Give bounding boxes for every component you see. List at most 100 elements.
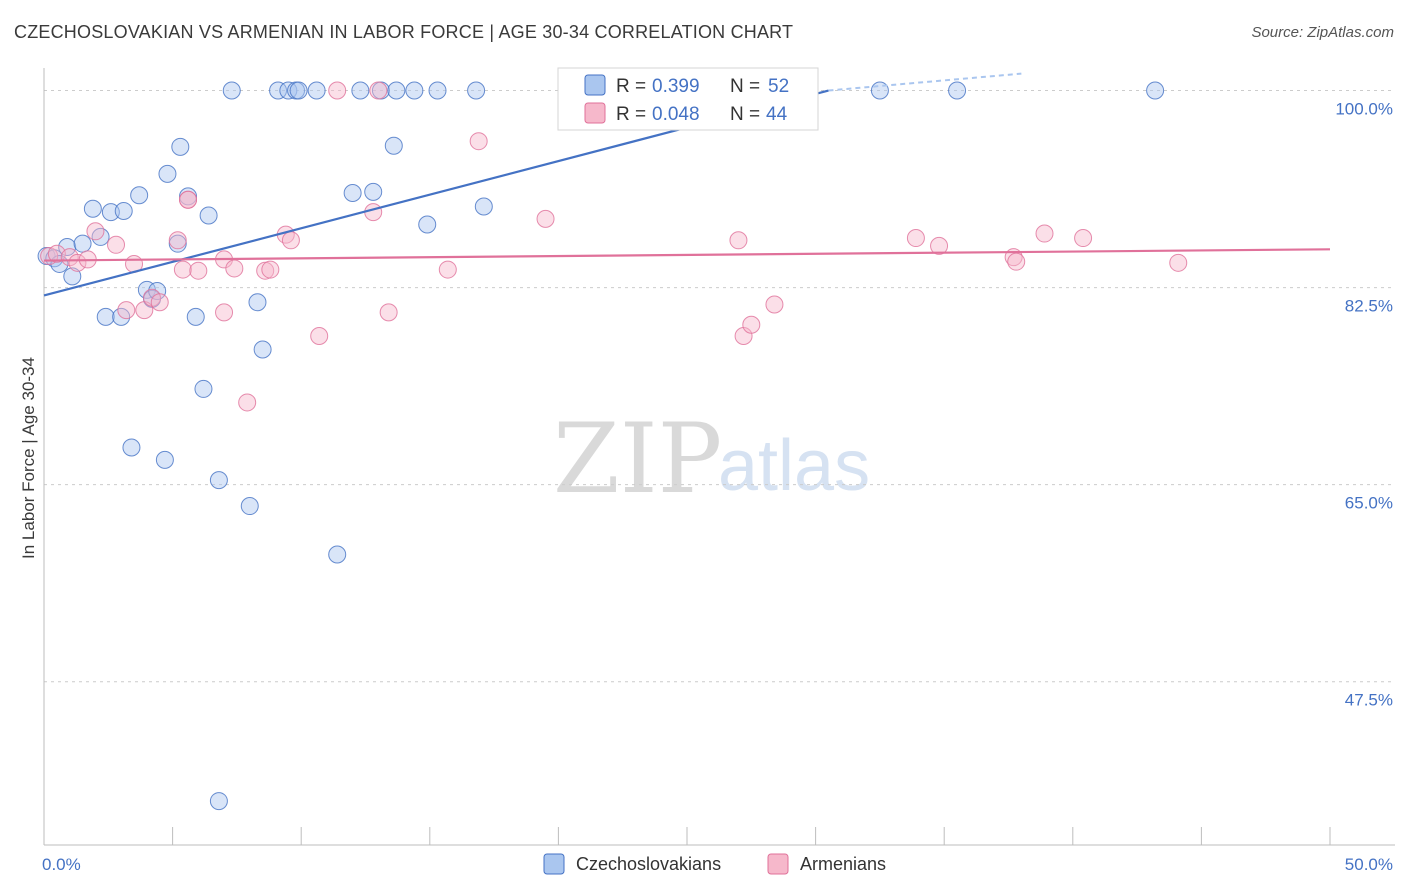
armenian-point-35 — [765, 295, 784, 314]
czechoslovakian-point-35 — [307, 81, 326, 100]
czechoslovakian-point-4 — [63, 267, 82, 286]
armenian-point-7 — [117, 301, 136, 320]
chart-title: CZECHOSLOVAKIAN VS ARMENIAN IN LABOR FOR… — [14, 22, 794, 42]
armenian-point-3 — [68, 253, 87, 272]
czechoslovakian-point-47 — [474, 197, 493, 216]
armenian-point-6 — [107, 235, 126, 254]
legend-n-value-2: 44 — [766, 104, 788, 125]
czechoslovakian-point-29 — [248, 293, 267, 312]
armenian-point-13 — [173, 260, 192, 279]
czechoslovakian-point-46 — [467, 81, 486, 100]
czechoslovakian-point-12 — [122, 438, 141, 457]
legend-n-label-2: N = — [730, 104, 760, 125]
series-armenians — [40, 81, 1188, 412]
czechoslovakian-point-5 — [73, 234, 92, 253]
armenian-point-17 — [215, 303, 234, 322]
bottom-legend-swatch-blue — [543, 853, 565, 875]
czechoslovakian-point-34 — [289, 81, 308, 100]
watermark-atlas: atlas — [718, 426, 870, 506]
y-tick-labels: 100.0% 82.5% 65.0% 47.5% — [1335, 100, 1393, 710]
armenian-point-29 — [438, 260, 457, 279]
czechoslovakian-point-38 — [351, 81, 370, 100]
x-tick-label-0: 0.0% — [42, 855, 81, 874]
armenian-point-32 — [729, 231, 748, 250]
armenian-point-41 — [1074, 229, 1093, 248]
gridlines — [44, 90, 1395, 683]
y-tick-label-1: 82.5% — [1345, 297, 1393, 316]
y-tick-label-2: 65.0% — [1345, 494, 1393, 513]
legend-r-value-2: 0.048 — [652, 104, 700, 125]
armenian-point-28 — [379, 303, 398, 322]
czechoslovakian-point-45 — [428, 81, 447, 100]
czechoslovakian-point-13 — [130, 186, 149, 205]
legend-n-label-1: N = — [730, 76, 760, 97]
legend-r-label-1: R = — [616, 76, 646, 97]
czechoslovakian-point-42 — [387, 81, 406, 100]
czechoslovakian-point-25 — [209, 471, 228, 490]
armenian-point-21 — [261, 260, 280, 279]
czechoslovakian-point-41 — [384, 136, 403, 155]
legend-r-label-2: R = — [616, 104, 646, 125]
armenian-point-42 — [1169, 253, 1188, 272]
armenian-point-43 — [179, 190, 198, 209]
legend-swatch-pink — [584, 102, 606, 124]
armenian-point-37 — [930, 236, 949, 255]
y-axis-label: In Labor Force | Age 30-34 — [19, 357, 38, 559]
czechoslovakian-point-22 — [186, 307, 205, 326]
y-tick-label-3: 47.5% — [1345, 691, 1393, 710]
czechoslovakian-point-24 — [199, 206, 218, 225]
trend-line-czechoslovakians-extension — [828, 72, 1022, 92]
czechoslovakian-point-17 — [155, 450, 174, 469]
armenian-point-25 — [328, 81, 347, 100]
czechoslovakian-point-9 — [101, 203, 120, 222]
czechoslovakian-point-6 — [83, 199, 102, 218]
czechoslovakian-point-7 — [91, 227, 110, 246]
trend-line-armenians — [43, 248, 1331, 262]
armenian-point-15 — [189, 261, 208, 280]
czechoslovakian-point-44 — [418, 215, 437, 234]
czechoslovakian-point-43 — [405, 81, 424, 100]
correlation-legend: R = 0.399 N = 52 R = 0.048 N = 44 — [557, 67, 819, 131]
czechoslovakian-point-26 — [209, 792, 228, 811]
czechoslovakian-point-20 — [171, 137, 190, 156]
czechoslovakian-point-27 — [222, 81, 241, 100]
bottom-legend-czechoslovakians: Czechoslovakians — [576, 854, 721, 874]
armenian-point-5 — [86, 222, 105, 241]
czechoslovakian-point-18 — [158, 164, 177, 183]
watermark-zip: ZIP — [553, 403, 722, 515]
legend-n-value-1: 52 — [768, 76, 789, 97]
armenian-point-34 — [742, 315, 761, 334]
czechoslovakian-point-8 — [96, 307, 115, 326]
armenian-point-12 — [168, 231, 187, 250]
armenian-point-24 — [310, 327, 329, 346]
armenian-point-18 — [225, 259, 244, 278]
series-czechoslovakians — [37, 81, 1165, 811]
armenian-point-11 — [150, 293, 169, 312]
series-legend: Czechoslovakians Armenians — [543, 853, 886, 875]
legend-swatch-blue — [584, 74, 606, 96]
bottom-legend-swatch-pink — [767, 853, 789, 875]
armenian-point-30 — [469, 132, 488, 151]
czechoslovakian-point-31 — [269, 81, 288, 100]
czechoslovakian-point-39 — [364, 182, 383, 201]
armenian-point-39 — [1007, 252, 1026, 271]
axes — [43, 68, 1395, 846]
czechoslovakian-point-37 — [343, 183, 362, 202]
legend-r-value-1: 0.399 — [652, 76, 700, 97]
czechoslovakian-point-23 — [194, 379, 213, 398]
czechoslovakian-point-36 — [328, 545, 347, 564]
x-tick-labels: 0.0% 50.0% — [42, 855, 1393, 874]
czechoslovakian-point-30 — [253, 340, 272, 359]
armenian-point-36 — [906, 229, 925, 248]
x-tick-label-1: 50.0% — [1345, 855, 1393, 874]
source-label: Source: ZipAtlas.com — [1251, 24, 1394, 41]
armenian-point-40 — [1035, 224, 1054, 243]
czechoslovakian-point-32 — [279, 81, 298, 100]
czechoslovakian-point-50 — [948, 81, 967, 100]
armenian-point-31 — [536, 209, 555, 228]
czechoslovakian-point-28 — [240, 497, 259, 516]
armenian-point-19 — [238, 393, 257, 412]
czechoslovakian-point-51 — [1146, 81, 1165, 100]
y-tick-label-0: 100.0% — [1335, 100, 1393, 119]
bottom-legend-armenians: Armenians — [800, 854, 886, 874]
